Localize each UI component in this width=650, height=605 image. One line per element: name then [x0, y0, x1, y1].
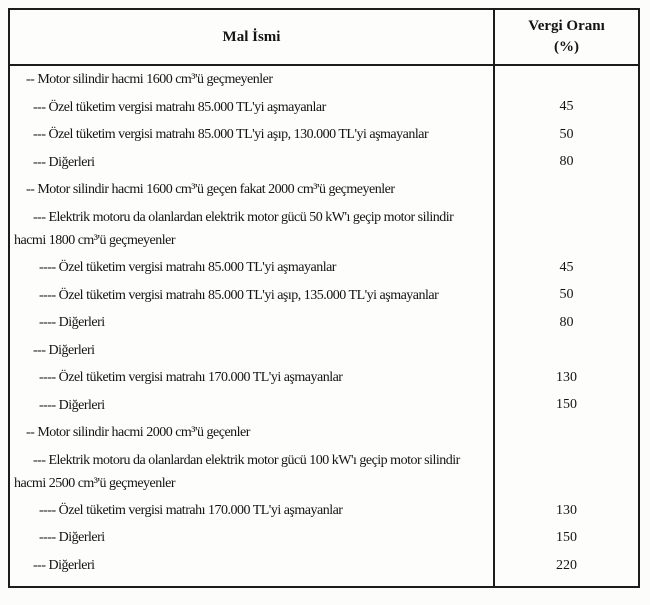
tax-rate-value: 220	[493, 551, 638, 580]
goods-item-text: --- Elektrik motoru da olanlardan elektr…	[14, 452, 460, 491]
table-row: --- Özel tüketim vergisi matrahı 85.000 …	[10, 93, 638, 121]
tax-rate-value	[493, 66, 638, 94]
table-row: ---- Özel tüketim vergisi matrahı 85.000…	[10, 253, 638, 282]
tax-rate-value: 45	[493, 93, 638, 121]
goods-item-text: ---- Özel tüketim vergisi matrahı 170.00…	[39, 370, 343, 386]
tax-rate-value: 45	[493, 253, 638, 282]
tax-rate-value	[493, 176, 638, 204]
tax-rate-value: 50	[493, 121, 638, 149]
column-header-goods: Mal İsmi	[222, 28, 281, 45]
goods-item-text: ---- Özel tüketim vergisi matrahı 170.00…	[39, 502, 343, 518]
column-header-rate-unit: (%)	[554, 39, 579, 55]
goods-item-text: --- Diğerleri	[33, 342, 95, 358]
table-row: ---- Diğerleri 150	[10, 524, 638, 552]
table-header-row: Mal İsmi Vergi Oranı (%)	[10, 10, 638, 66]
column-header-rate: Vergi Oranı (%)	[493, 10, 638, 64]
table-row: --- Diğerleri	[10, 336, 638, 364]
goods-item-text: ---- Özel tüketim vergisi matrahı 85.000…	[39, 260, 336, 276]
filler-right-cell	[493, 579, 638, 586]
table-body: -- Motor silindir hacmi 1600 cm³'ü geçme…	[10, 66, 638, 586]
tax-rate-value: 80	[493, 308, 638, 337]
goods-item-text: ---- Diğerleri	[39, 530, 105, 546]
table-row: --- Diğerleri 220	[10, 551, 638, 580]
goods-item-text: --- Diğerleri	[33, 154, 95, 170]
tax-rate-value: 150	[493, 524, 638, 552]
tax-rate-value	[493, 446, 638, 497]
table-row: --- Diğerleri 80	[10, 148, 638, 176]
tax-rate-value: 150	[493, 391, 638, 419]
table-row: ---- Diğerleri 150	[10, 391, 638, 419]
goods-item-text: ---- Diğerleri	[39, 315, 105, 331]
table-row: -- Motor silindir hacmi 1600 cm³'ü geçen…	[10, 176, 638, 204]
filler-left-cell	[10, 579, 493, 586]
table-row: -- Motor silindir hacmi 2000 cm³'ü geçen…	[10, 418, 638, 447]
tax-rate-value: 80	[493, 148, 638, 176]
goods-item-text: -- Motor silindir hacmi 1600 cm³'ü geçme…	[26, 72, 273, 88]
tax-rate-table: Mal İsmi Vergi Oranı (%) -- Motor silind…	[8, 8, 640, 588]
table-row: ---- Özel tüketim vergisi matrahı 85.000…	[10, 281, 638, 309]
column-header-rate-title: Vergi Oranı	[528, 18, 605, 34]
table-row: -- Motor silindir hacmi 1600 cm³'ü geçme…	[10, 66, 638, 94]
table-row: ---- Diğerleri 80	[10, 308, 638, 337]
tax-rate-value: 50	[493, 281, 638, 309]
goods-item-text: --- Diğerleri	[33, 557, 95, 573]
table-row: --- Elektrik motoru da olanlardan elektr…	[10, 203, 638, 254]
tax-rate-value: 130	[493, 496, 638, 525]
goods-item-text: -- Motor silindir hacmi 1600 cm³'ü geçen…	[26, 182, 395, 198]
table-row: ---- Özel tüketim vergisi matrahı 170.00…	[10, 363, 638, 392]
tax-rate-value	[493, 336, 638, 364]
goods-item-text: --- Özel tüketim vergisi matrahı 85.000 …	[33, 99, 326, 115]
tax-rate-value	[493, 203, 638, 254]
goods-item-text: ---- Diğerleri	[39, 397, 105, 413]
goods-item-text: ---- Özel tüketim vergisi matrahı 85.000…	[39, 287, 439, 303]
tax-rate-value	[493, 418, 638, 447]
goods-item-text: -- Motor silindir hacmi 2000 cm³'ü geçen…	[26, 425, 250, 441]
goods-item-text: --- Elektrik motoru da olanlardan elektr…	[14, 209, 454, 248]
table-row: ---- Özel tüketim vergisi matrahı 170.00…	[10, 496, 638, 525]
goods-item-text: --- Özel tüketim vergisi matrahı 85.000 …	[33, 127, 429, 143]
table-filler-row	[10, 579, 638, 586]
table-row: --- Özel tüketim vergisi matrahı 85.000 …	[10, 121, 638, 149]
tax-rate-value: 130	[493, 363, 638, 392]
table-row: --- Elektrik motoru da olanlardan elektr…	[10, 446, 638, 497]
